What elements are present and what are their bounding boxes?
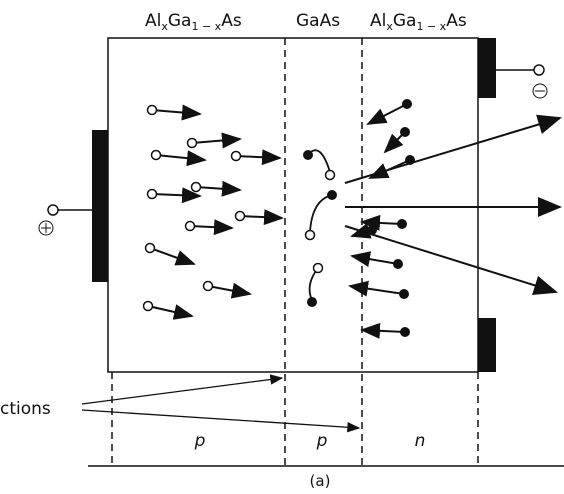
region-label: n xyxy=(415,431,426,451)
hole xyxy=(146,188,158,200)
electron xyxy=(327,190,337,200)
hole-arrow xyxy=(147,304,194,320)
label-part: x xyxy=(386,20,393,33)
pointer xyxy=(81,374,284,405)
n-contact xyxy=(478,38,496,98)
electron xyxy=(402,99,412,109)
pointer xyxy=(81,409,361,433)
hole xyxy=(190,181,202,193)
terminal xyxy=(533,64,545,76)
label-part: Ga xyxy=(393,11,417,31)
light-arrow xyxy=(344,225,558,295)
hole-arrow xyxy=(235,149,282,166)
region-label: p xyxy=(194,431,206,451)
emission xyxy=(344,114,562,295)
terminal xyxy=(47,204,59,216)
hole xyxy=(142,300,154,312)
hole xyxy=(184,220,196,232)
region-label: p xyxy=(316,431,328,451)
hole xyxy=(146,104,158,116)
caption: (a) xyxy=(310,472,331,490)
label-part: x xyxy=(161,20,168,33)
electron-arrow xyxy=(348,280,405,297)
hole xyxy=(234,210,246,222)
hole-arrow xyxy=(155,150,207,167)
minus-sign xyxy=(532,83,548,99)
electron-arrow xyxy=(366,103,408,125)
electron xyxy=(303,150,313,160)
plus-sign xyxy=(41,223,51,233)
hole xyxy=(144,242,156,254)
electron-arrow xyxy=(350,251,399,267)
label-part: As xyxy=(221,11,242,31)
electron xyxy=(307,297,317,307)
label-part: 1 − x xyxy=(416,20,446,33)
junctions-label: ctions xyxy=(0,399,51,419)
hole xyxy=(186,137,198,149)
hole xyxy=(304,229,316,241)
contacts xyxy=(38,38,548,372)
electron xyxy=(400,327,410,337)
carriers xyxy=(142,99,415,339)
n-contact xyxy=(478,318,496,372)
hole xyxy=(150,149,162,161)
layer-label: GaAs xyxy=(296,11,340,31)
hole-arrow xyxy=(207,282,252,299)
label-part: Al xyxy=(370,11,386,31)
electron xyxy=(393,259,403,269)
label-part: Ga xyxy=(168,11,192,31)
hole-arrow xyxy=(189,219,234,236)
hole xyxy=(202,280,214,292)
electron-arrow xyxy=(360,322,406,339)
hole xyxy=(312,262,324,274)
hole-arrow xyxy=(151,104,202,121)
electron xyxy=(397,219,407,229)
plus-sign xyxy=(38,220,54,236)
layer-label: AlxGa1 − xAs xyxy=(145,11,242,33)
label-part: As xyxy=(446,11,467,31)
hole xyxy=(230,150,242,162)
electron xyxy=(367,225,377,235)
hole xyxy=(324,169,336,181)
hole-arrow xyxy=(239,209,284,226)
light-arrow xyxy=(344,114,562,184)
junction-pointers xyxy=(81,374,361,433)
hole-arrow xyxy=(149,247,196,266)
device-box xyxy=(107,37,479,373)
layer-label: AlxGa1 − xAs xyxy=(370,11,467,33)
hole-arrow xyxy=(195,180,242,197)
electron xyxy=(400,127,410,137)
label-part: 1 − x xyxy=(191,20,221,33)
electron-arrow xyxy=(360,214,403,231)
label-part: Al xyxy=(145,11,161,31)
hole-arrow xyxy=(151,187,202,204)
electron xyxy=(399,289,409,299)
hole-arrow xyxy=(191,132,242,149)
p-contact xyxy=(92,130,108,282)
recombination-path xyxy=(309,194,333,233)
